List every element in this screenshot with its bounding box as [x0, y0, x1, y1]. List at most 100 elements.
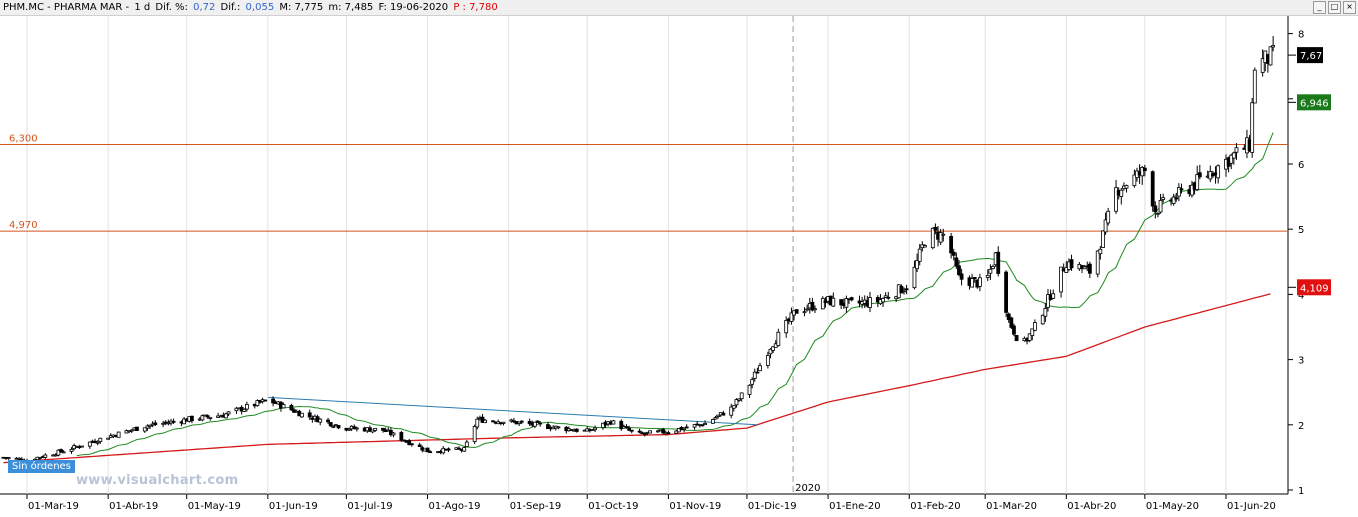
date-label: F: 19-06-2020	[378, 2, 449, 13]
candle-body	[1006, 313, 1011, 320]
horizontal-level-label: 4,970	[9, 220, 38, 231]
candle-body	[417, 444, 422, 447]
candle-body	[758, 365, 762, 372]
y-tick-label: 4	[1298, 290, 1304, 301]
symbol-label: PHM.MC - PHARMA MAR -	[3, 2, 130, 13]
candle-body	[535, 420, 540, 423]
x-tick-label: 01-Jun-20	[1227, 501, 1276, 512]
candle-body	[370, 429, 375, 433]
candle-body	[483, 419, 488, 424]
dif-pct-value: 0,72	[193, 2, 216, 13]
last-value-tag	[1297, 47, 1323, 64]
max-label: M: 7,775	[279, 2, 324, 13]
candle-body	[684, 426, 689, 429]
candle-body	[703, 423, 707, 426]
last-value-label: 4,109	[1300, 283, 1329, 294]
year-marker: 2020	[795, 483, 820, 494]
candle-body	[538, 422, 543, 425]
candle-body	[373, 428, 378, 431]
candle-body	[425, 447, 430, 453]
candle-body	[299, 412, 304, 418]
candle-body	[1140, 166, 1145, 177]
candle-body	[912, 266, 917, 289]
candle-body	[1027, 333, 1032, 341]
candle-body	[1098, 248, 1103, 255]
candle-body	[1150, 171, 1155, 207]
candle-body	[794, 309, 799, 314]
candle-body	[1156, 212, 1160, 215]
x-tick-label: 01-Jun-19	[269, 501, 318, 512]
candle-body	[996, 251, 1001, 274]
candle-body	[1101, 230, 1105, 248]
window-controls: _ □ ×	[1313, 1, 1356, 14]
x-tick-label: 01-Mar-20	[986, 501, 1037, 512]
candle-body	[556, 426, 561, 429]
period-label: 1 d	[134, 2, 151, 13]
candle-body	[991, 266, 995, 269]
candle-body	[336, 425, 341, 429]
x-tick-label: 01-Oct-19	[588, 501, 638, 512]
price-chart[interactable]: 01-Mar-19 01-Abr-19 01-May-19 01-Jun-19 01-J…	[0, 16, 1358, 517]
candle-body	[532, 421, 537, 427]
candle-body	[784, 320, 789, 334]
candle-body	[849, 297, 854, 301]
candle-body	[682, 427, 686, 430]
candle-body	[902, 290, 906, 293]
candle-body	[627, 427, 632, 431]
candle-body	[208, 417, 213, 420]
trendline	[267, 396, 757, 426]
candle-body	[318, 418, 323, 423]
candle-body	[716, 414, 721, 417]
candle-body	[883, 295, 888, 298]
candle-body	[399, 432, 404, 441]
candle-body	[1171, 196, 1176, 204]
candle-body	[739, 392, 744, 400]
close-button[interactable]: ×	[1343, 1, 1356, 14]
candle-body	[475, 418, 480, 428]
candle-body	[1132, 174, 1137, 186]
candle-body	[941, 233, 946, 236]
candle-body	[1114, 187, 1118, 212]
candle-body	[734, 399, 739, 406]
candle-body	[407, 440, 412, 446]
candle-body	[938, 232, 943, 243]
candle-body	[765, 355, 770, 366]
candle-body	[648, 430, 652, 434]
candle-body	[768, 348, 773, 355]
candle-body	[1082, 266, 1087, 270]
candle-body	[802, 311, 807, 314]
x-tick-label: 01-Dic-19	[748, 501, 797, 512]
candle-body	[970, 278, 974, 288]
candle-body	[428, 451, 433, 454]
candle-body	[933, 226, 938, 231]
candle-body	[331, 426, 336, 428]
candle-body	[624, 426, 629, 428]
minimize-button[interactable]: _	[1313, 1, 1326, 14]
candle-body	[831, 297, 836, 307]
candle-body	[949, 235, 954, 254]
candle-body	[1179, 188, 1184, 191]
candle-body	[135, 426, 139, 431]
candle-body	[729, 406, 734, 416]
candle-body	[755, 371, 760, 374]
candle-body	[326, 419, 330, 423]
candle-body	[637, 430, 642, 433]
candle-body	[1106, 210, 1111, 224]
x-tick-label: 01-Feb-20	[910, 501, 960, 512]
horizontal-level-label: 6,300	[9, 133, 38, 144]
candle-body	[480, 416, 485, 423]
candle-body	[402, 439, 406, 442]
y-tick-label: 3	[1298, 356, 1304, 367]
y-tick-label: 1	[1298, 486, 1304, 497]
orders-badge[interactable]: Sin órdenes	[8, 460, 75, 473]
candle-body	[171, 420, 176, 423]
candle-body	[713, 417, 718, 420]
candle-body	[747, 384, 752, 395]
maximize-button[interactable]: □	[1328, 1, 1341, 14]
candle-body	[95, 441, 100, 444]
candle-body	[161, 422, 166, 425]
candle-body	[87, 441, 92, 447]
candle-body	[640, 432, 645, 435]
candle-body	[642, 433, 647, 436]
